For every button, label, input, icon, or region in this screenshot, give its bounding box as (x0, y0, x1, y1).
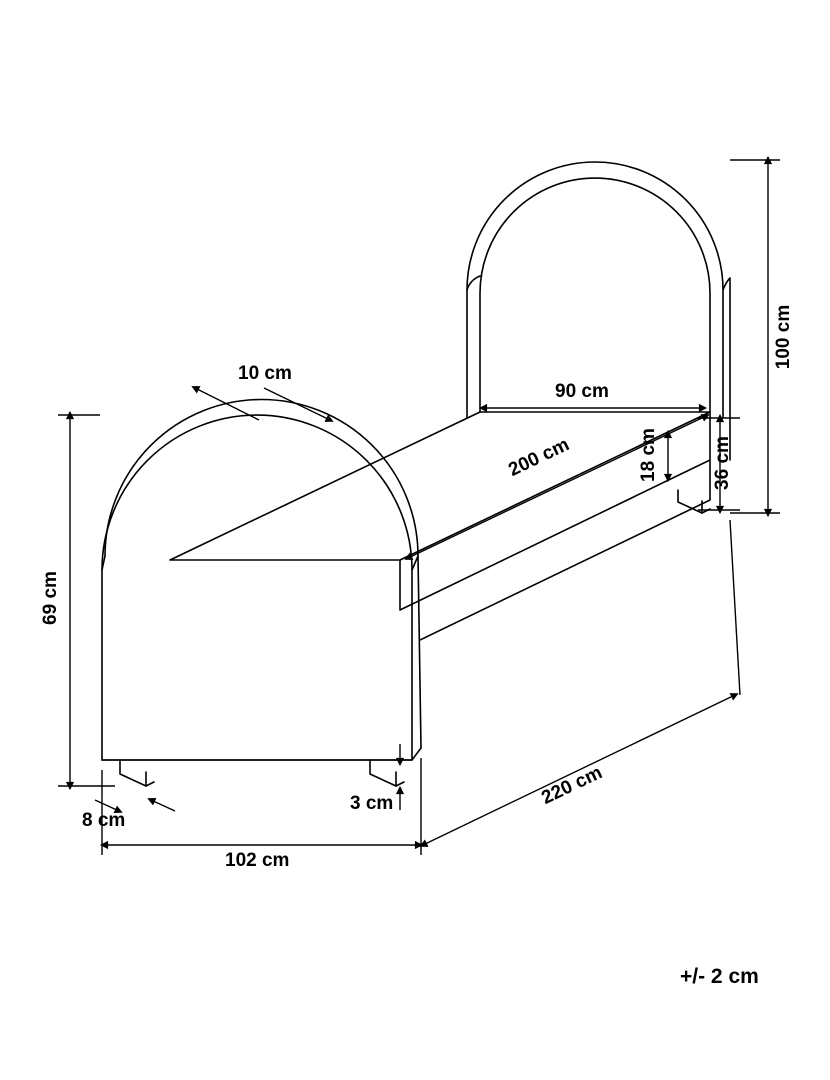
label-siderail-depth: 18 cm (638, 428, 660, 482)
label-footboard-height: 69 cm (40, 571, 62, 625)
label-mattress-width: 90 cm (555, 381, 609, 403)
label-overall-width: 102 cm (225, 850, 289, 872)
label-siderail-height: 36 cm (712, 436, 734, 490)
label-foot-height: 3 cm (350, 793, 393, 815)
label-headboard-height: 100 cm (773, 305, 795, 369)
bed-outline (102, 162, 730, 786)
label-footboard-thickness: 10 cm (238, 363, 292, 385)
label-tolerance: +/- 2 cm (680, 965, 759, 989)
bed-dimension-diagram (0, 0, 830, 1080)
label-foot-width: 8 cm (82, 810, 125, 832)
